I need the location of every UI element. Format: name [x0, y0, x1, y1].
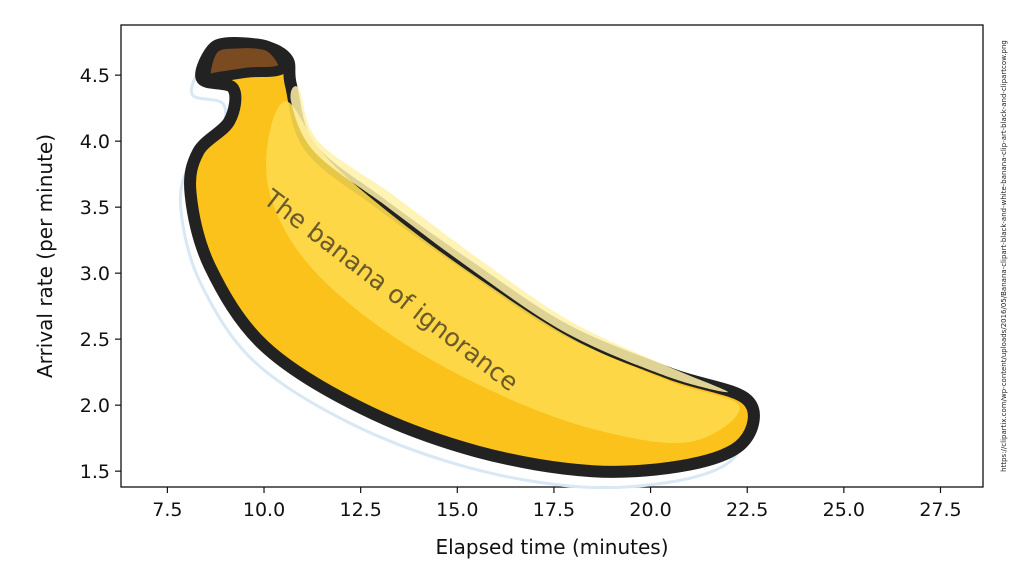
y-tick-label: 3.5 — [80, 197, 110, 219]
x-tick-label: 22.5 — [726, 499, 768, 521]
x-tick-label: 7.5 — [152, 499, 182, 521]
x-tick-label: 27.5 — [919, 499, 961, 521]
banana-highlight — [266, 101, 740, 444]
banana-stem — [200, 38, 289, 84]
y-tick-label: 3.0 — [80, 263, 110, 285]
x-tick-label: 20.0 — [629, 499, 671, 521]
image-credit: https://clipartix.com/wp-content/uploads… — [1000, 40, 1008, 472]
x-tick-label: 15.0 — [436, 499, 478, 521]
y-tick-label: 2.0 — [80, 395, 110, 417]
y-tick-label: 1.5 — [80, 461, 110, 483]
y-axis-label: Arrival rate (per minute) — [33, 134, 57, 378]
x-axis: 7.5 10.0 12.5 15.0 17.5 20.0 22.5 25.0 27.5 — [152, 487, 962, 521]
x-tick-label: 17.5 — [533, 499, 575, 521]
y-tick-label: 2.5 — [80, 329, 110, 351]
y-tick-label: 4.0 — [80, 131, 110, 153]
x-tick-label: 25.0 — [823, 499, 865, 521]
x-axis-label: Elapsed time (minutes) — [435, 535, 668, 559]
y-tick-label: 4.5 — [80, 65, 110, 87]
y-axis: 1.5 2.0 2.5 3.0 3.5 4.0 4.5 — [80, 65, 121, 483]
x-tick-label: 12.5 — [340, 499, 382, 521]
x-tick-label: 10.0 — [243, 499, 285, 521]
banana-illustration — [178, 37, 760, 490]
